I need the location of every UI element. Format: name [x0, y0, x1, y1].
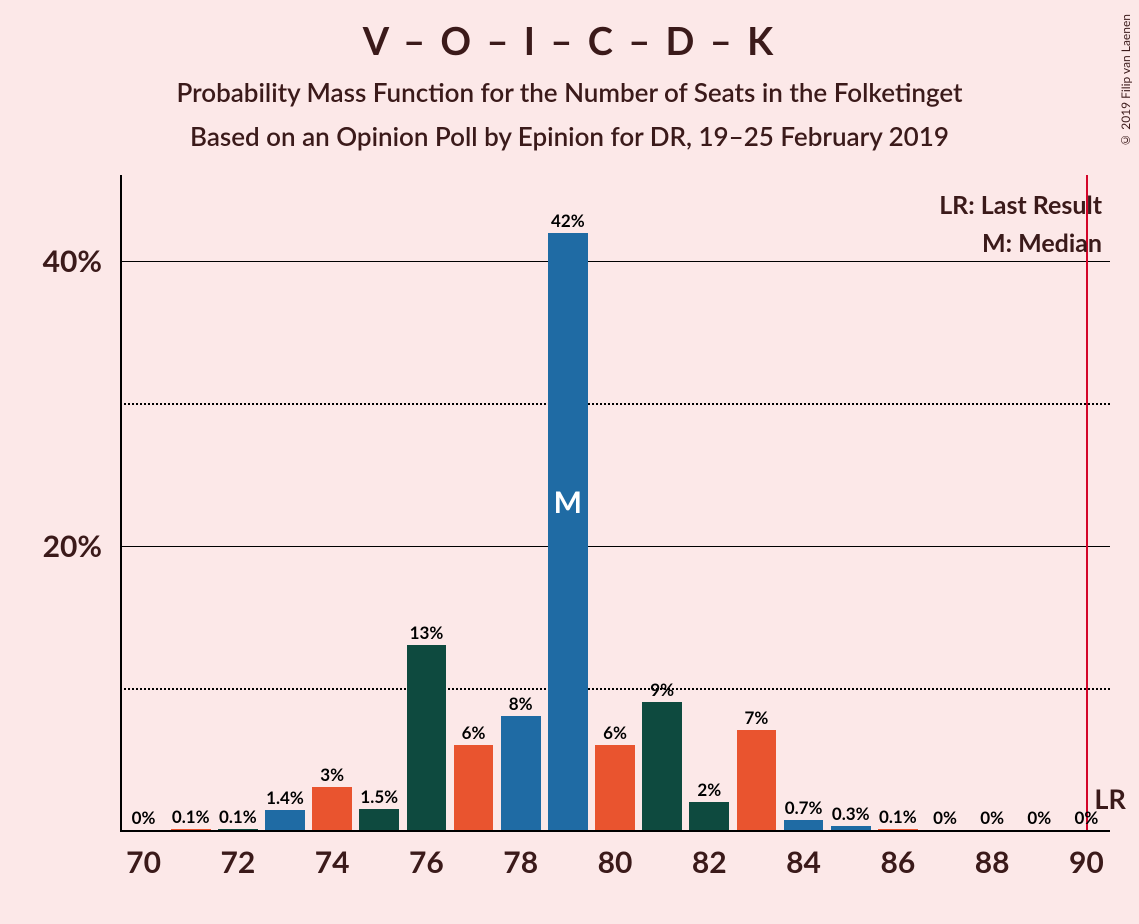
- legend-lr: LR: Last Result: [939, 190, 1102, 220]
- bar-value-label: 0.1%: [208, 806, 268, 827]
- bar-value-label: 6%: [585, 722, 645, 743]
- xtick-label: 76: [396, 844, 456, 880]
- xtick-label: 78: [491, 844, 551, 880]
- xtick-label: 80: [585, 844, 645, 880]
- bar-value-label: 9%: [632, 679, 692, 700]
- bar-value-label: 1.4%: [255, 787, 315, 808]
- bar: [407, 645, 447, 830]
- y-axis: [120, 175, 122, 830]
- xtick-label: 84: [774, 844, 834, 880]
- legend-m: M: Median: [982, 228, 1102, 258]
- gridline-major: [120, 546, 1110, 547]
- x-axis: [120, 830, 1110, 832]
- bar-value-label: 8%: [491, 693, 551, 714]
- median-tag: M: [548, 484, 588, 520]
- bar: [831, 826, 871, 830]
- chart-subtitle-2: Based on an Opinion Poll by Epinion for …: [0, 120, 1139, 152]
- xtick-label: 72: [208, 844, 268, 880]
- bar-value-label: 1.5%: [349, 786, 409, 807]
- bar: [359, 809, 399, 830]
- plot-area: 20%40%LRLR: Last ResultM: Median0%0.1%0.…: [120, 190, 1110, 830]
- bar-value-label: 6%: [444, 722, 504, 743]
- bar: [737, 730, 777, 830]
- bar: [218, 829, 258, 830]
- bar: [171, 829, 211, 830]
- gridline-minor: [120, 403, 1110, 405]
- bar-value-label: 13%: [396, 622, 456, 643]
- chart-page: V – O – I – C – D – K Probability Mass F…: [0, 0, 1139, 924]
- bar: [312, 787, 352, 830]
- bar-value-label: 42%: [538, 210, 598, 231]
- bar-value-label: 3%: [302, 764, 362, 785]
- bar: [265, 810, 305, 830]
- xtick-label: 74: [302, 844, 362, 880]
- bar: [642, 702, 682, 830]
- bar-value-label: 2%: [679, 779, 739, 800]
- gridline-minor: [120, 688, 1110, 690]
- xtick-label: 70: [114, 844, 174, 880]
- chart-title: V – O – I – C – D – K: [0, 18, 1139, 64]
- xtick-label: 90: [1056, 844, 1116, 880]
- bar: [689, 802, 729, 830]
- last-result-line: [1086, 175, 1088, 830]
- bar: [878, 829, 918, 830]
- bar-value-label: 0%: [1056, 807, 1116, 828]
- xtick-label: 88: [962, 844, 1022, 880]
- chart-subtitle-1: Probability Mass Function for the Number…: [0, 76, 1139, 108]
- copyright-text: © 2019 Filip van Laenen: [1118, 14, 1133, 148]
- bar: [784, 820, 824, 830]
- bar: [454, 745, 494, 830]
- xtick-label: 86: [868, 844, 928, 880]
- bar: [595, 745, 635, 830]
- bar: [501, 716, 541, 830]
- gridline-major: [120, 261, 1110, 262]
- xtick-label: 82: [679, 844, 739, 880]
- bar-value-label: 7%: [726, 707, 786, 728]
- ytick-label: 40%: [12, 243, 102, 279]
- bar: [548, 233, 588, 830]
- ytick-label: 20%: [12, 528, 102, 564]
